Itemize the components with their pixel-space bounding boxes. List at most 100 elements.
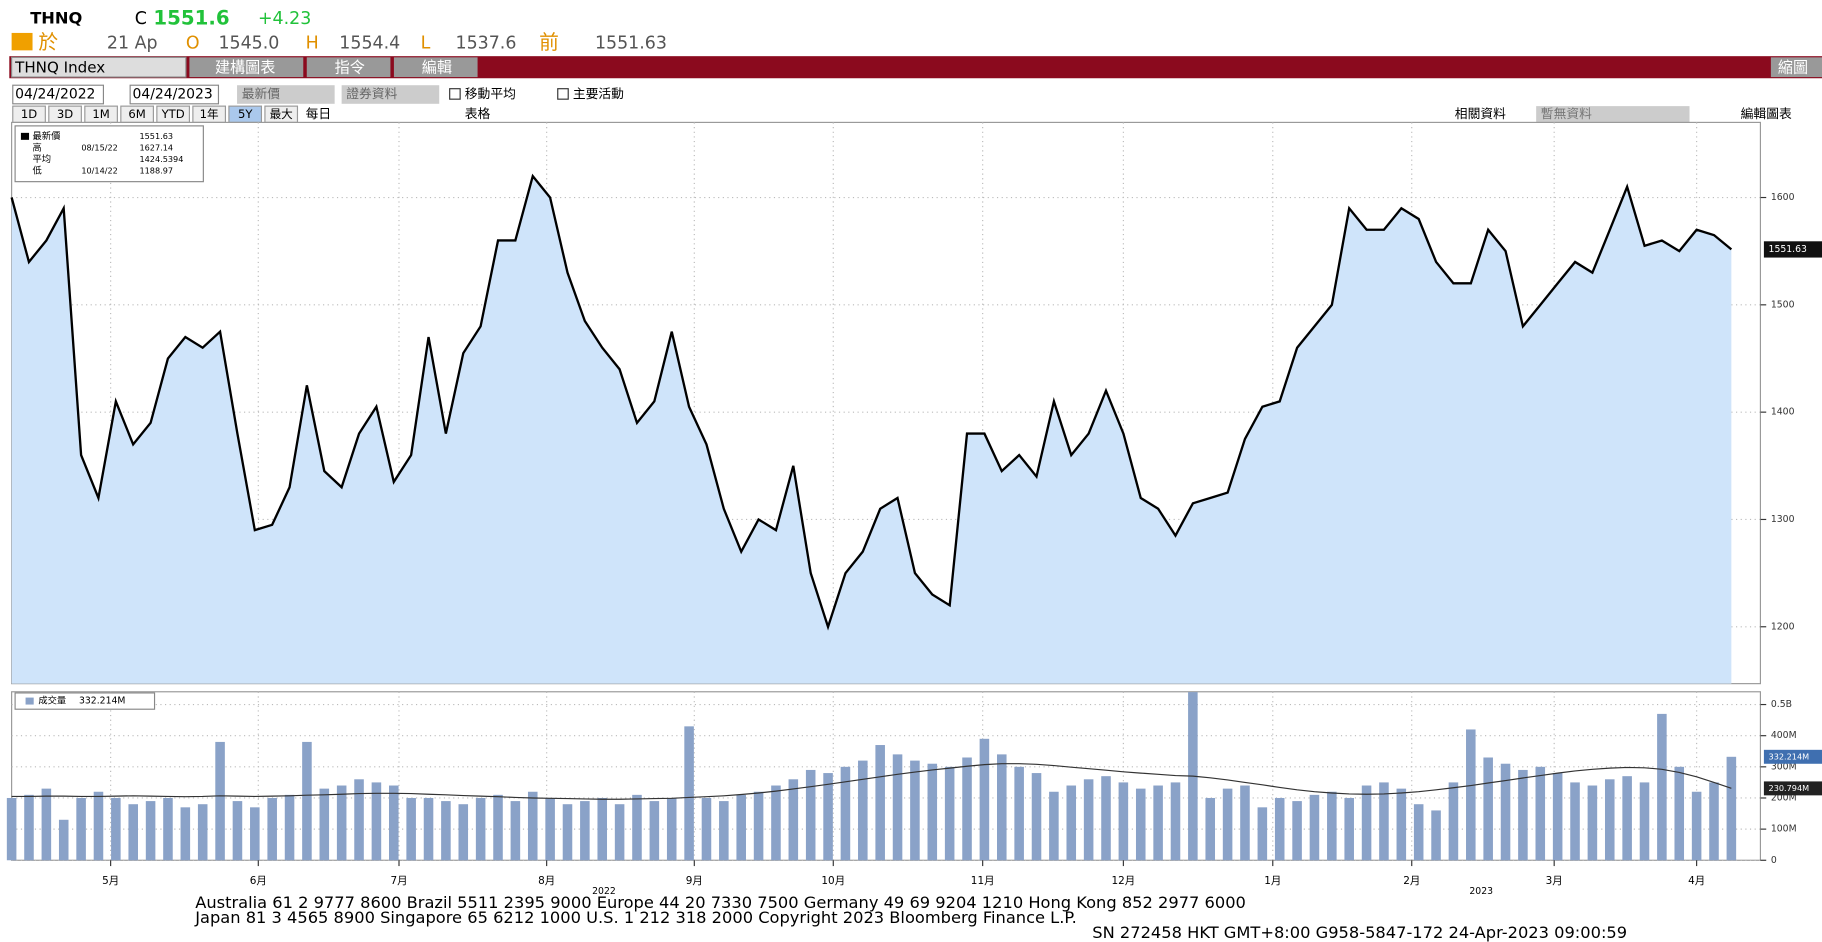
volume-bar — [1153, 785, 1163, 861]
volume-bar — [1552, 773, 1563, 861]
volume-bar — [597, 797, 608, 861]
x-tick-label: 4月 — [1688, 875, 1705, 887]
y-tick-label: 1200 — [1771, 621, 1795, 632]
volume-bar — [423, 797, 434, 861]
volume-bar — [719, 801, 729, 861]
volume-bar — [875, 745, 885, 861]
volume-bar — [1170, 782, 1181, 861]
l: L — [421, 33, 431, 53]
volume-bar — [1361, 785, 1372, 861]
volume-bar — [215, 741, 225, 861]
volume-bar — [614, 804, 625, 861]
volume-bar — [1222, 788, 1233, 861]
range-label: 1M — [92, 107, 109, 121]
volume-bar — [632, 794, 642, 861]
volume-bar — [1431, 810, 1441, 861]
legend-label: 成交量 — [38, 695, 66, 707]
menu-label: 建構圖表 — [215, 58, 275, 76]
year-label: 2023 — [1469, 886, 1493, 897]
footer-line: SN 272458 HKT GMT+8:00 G958-5847-172 24-… — [1092, 923, 1627, 942]
volume-bar — [267, 797, 277, 861]
area — [11, 176, 1732, 684]
volume-bar — [1292, 801, 1302, 861]
volume-bar — [1674, 766, 1685, 861]
volume-bar — [93, 791, 104, 861]
volume-bar — [1570, 782, 1580, 861]
source-box[interactable] — [341, 85, 440, 104]
x-tick-label: 7月 — [390, 875, 407, 887]
menu[interactable] — [306, 57, 391, 78]
start: 04/24/2022 — [15, 87, 95, 103]
volume-bar — [1240, 785, 1250, 861]
field-box[interactable] — [237, 85, 335, 104]
menu[interactable] — [393, 57, 478, 78]
volume-bar — [232, 801, 243, 861]
menu[interactable] — [1770, 57, 1822, 78]
volume-bar — [111, 797, 121, 861]
volume-bar — [1500, 763, 1511, 861]
legend-swatch — [25, 697, 34, 705]
menu-label: 指令 — [335, 58, 365, 76]
y-tick-label: 1400 — [1771, 407, 1795, 418]
last-tag — [1763, 241, 1822, 258]
icon — [11, 32, 33, 51]
volume-bar — [788, 779, 799, 861]
y-tick-label: 400M — [1771, 730, 1797, 741]
field: 最新價 — [242, 86, 281, 102]
y-tick-label: 0 — [1771, 855, 1777, 866]
volume-bar — [1448, 782, 1459, 861]
range-label: 3D — [57, 107, 73, 121]
moving-average — [11, 763, 1732, 800]
volume-bar — [545, 797, 555, 861]
volume-bar — [76, 797, 86, 861]
quote-header: THNQ C 1551.6 +4.23 於 21 Ap O 1545.0 H 1… — [11, 6, 667, 54]
search-box[interactable] — [1536, 106, 1690, 123]
legend-date: 10/14/22 — [81, 166, 118, 176]
footer-line: Australia 61 2 9777 8600 Brazil 5511 239… — [195, 893, 1246, 912]
check-label: 主要活動 — [573, 87, 624, 102]
volume-bar — [1691, 791, 1702, 861]
range-label: YTD — [161, 107, 185, 121]
volume-bar — [163, 797, 173, 861]
volume-bar — [1031, 773, 1042, 861]
end-date[interactable] — [129, 84, 220, 105]
footer-line: Japan 81 3 4565 8900 Singapore 65 6212 1… — [194, 908, 1077, 927]
volume-bar — [1604, 779, 1615, 861]
change: +4.23 — [258, 9, 311, 29]
security-box[interactable] — [11, 56, 187, 78]
volume-bar — [6, 797, 17, 861]
range-label: 5Y — [238, 107, 253, 121]
volume-bar — [250, 807, 260, 861]
volume-bar — [1379, 782, 1389, 861]
legend-box — [14, 692, 156, 710]
volume-bar — [736, 794, 746, 861]
legend-value: 1551.63 — [139, 131, 173, 141]
volume-bar — [197, 804, 208, 861]
volume-bar — [1535, 766, 1546, 861]
c: C — [135, 9, 147, 29]
checkbox[interactable] — [557, 88, 569, 100]
volume-bar — [1344, 797, 1354, 861]
x-tick-label: 8月 — [538, 875, 555, 887]
prev-label: 前 — [539, 31, 559, 54]
last-tag-label: 1551.63 — [1769, 244, 1807, 255]
menu-label: 縮圖 — [1778, 58, 1808, 76]
volume-bar — [302, 741, 312, 861]
range-label: 6M — [128, 107, 145, 121]
open: 1545.0 — [218, 33, 279, 53]
x-tick-label: 10月 — [821, 875, 845, 887]
y-tick-label: 300M — [1771, 761, 1797, 772]
checkbox[interactable] — [449, 88, 461, 100]
volume-bar — [701, 797, 712, 861]
volume-bar — [1083, 779, 1094, 861]
volume-bar — [910, 760, 920, 861]
x-tick-label: 2月 — [1403, 875, 1420, 887]
volume-bar — [284, 794, 295, 861]
volume-bar — [336, 785, 347, 861]
volume-bar — [944, 766, 955, 861]
period: 每日 — [306, 106, 332, 122]
volume-bar — [1587, 785, 1598, 861]
start-date[interactable] — [12, 84, 104, 105]
h: H — [306, 33, 319, 53]
menu[interactable] — [189, 57, 304, 78]
